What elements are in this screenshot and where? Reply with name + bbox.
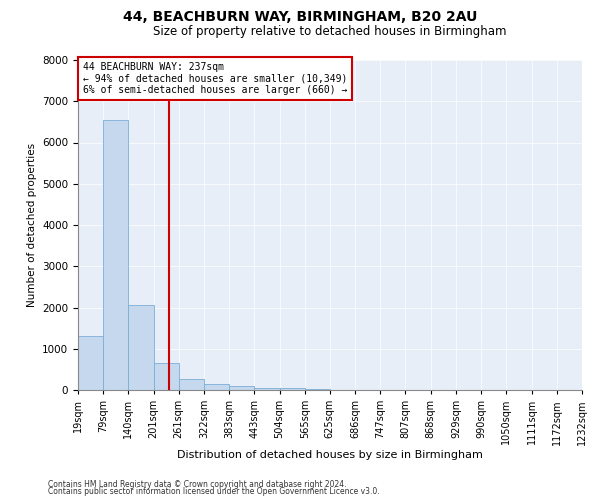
Bar [128, 304, 154, 390]
Title: Size of property relative to detached houses in Birmingham: Size of property relative to detached ho… [153, 25, 507, 38]
Bar [179, 379, 204, 390]
Bar [280, 388, 305, 390]
Bar [305, 389, 330, 390]
Bar [204, 384, 229, 390]
Bar [254, 388, 280, 390]
Text: 44, BEACHBURN WAY, BIRMINGHAM, B20 2AU: 44, BEACHBURN WAY, BIRMINGHAM, B20 2AU [123, 10, 477, 24]
Y-axis label: Number of detached properties: Number of detached properties [26, 143, 37, 307]
Bar [78, 336, 103, 390]
Text: Contains HM Land Registry data © Crown copyright and database right 2024.: Contains HM Land Registry data © Crown c… [48, 480, 347, 489]
Text: Contains public sector information licensed under the Open Government Licence v3: Contains public sector information licen… [48, 488, 380, 496]
X-axis label: Distribution of detached houses by size in Birmingham: Distribution of detached houses by size … [177, 450, 483, 460]
Bar [229, 386, 254, 390]
Bar [103, 120, 128, 390]
Text: 44 BEACHBURN WAY: 237sqm
← 94% of detached houses are smaller (10,349)
6% of sem: 44 BEACHBURN WAY: 237sqm ← 94% of detach… [83, 62, 347, 95]
Bar [154, 363, 179, 390]
